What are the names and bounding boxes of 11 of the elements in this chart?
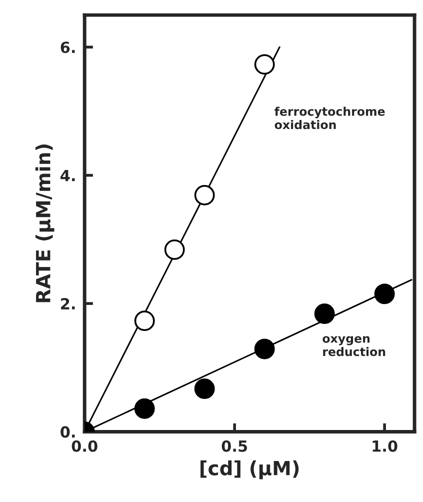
y-axis-title: RATE (μM/min): [35, 144, 54, 302]
x-tick-label: 0.0: [72, 440, 98, 452]
x-tick-label: 0.5: [222, 440, 248, 452]
y-tick-label: 0.: [60, 426, 75, 438]
y-tick-label: 6.: [60, 42, 75, 54]
y-tick-label: 2.: [61, 298, 75, 310]
annotation: ferrocytochrome oxidation: [274, 106, 385, 130]
annotation: oxygen reduction: [322, 336, 386, 356]
x-tick-label: 1.0: [372, 440, 398, 452]
x-axis-title: [cd] (μM): [200, 460, 299, 480]
y-tick-label: 4.: [60, 170, 75, 182]
